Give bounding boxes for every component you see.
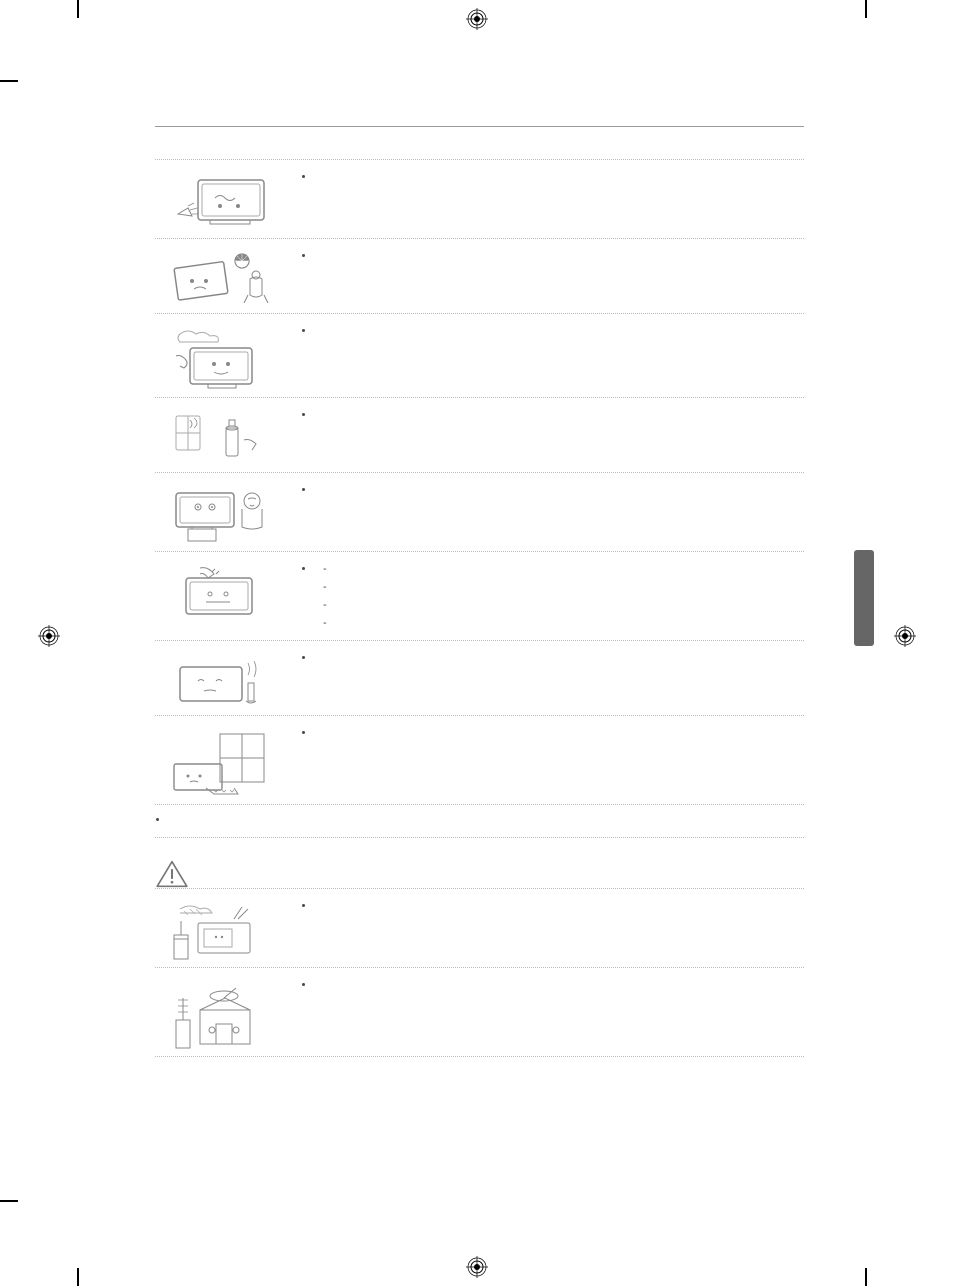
warning-row bbox=[155, 238, 804, 313]
cautions-list bbox=[155, 888, 804, 1057]
illustration-antenna bbox=[155, 976, 285, 1050]
illustration-gas bbox=[155, 406, 285, 466]
warning-text bbox=[285, 649, 804, 709]
warning-row-full bbox=[155, 804, 804, 838]
warning-row bbox=[155, 159, 804, 238]
illustration-long-time bbox=[155, 649, 285, 709]
warning-row bbox=[155, 715, 804, 804]
caution-text bbox=[285, 976, 804, 1050]
caution-text bbox=[285, 897, 804, 961]
page-header bbox=[155, 120, 804, 127]
warning-text bbox=[285, 560, 804, 634]
illustration-drip bbox=[155, 724, 285, 798]
illustration-unplug bbox=[155, 560, 285, 634]
caution-row bbox=[155, 888, 804, 967]
illustration-storm bbox=[155, 322, 285, 391]
warning-text bbox=[285, 481, 804, 545]
caution-triangle-icon bbox=[155, 860, 189, 888]
warnings-list bbox=[155, 159, 804, 838]
caution-heading bbox=[155, 860, 804, 888]
page-content bbox=[0, 0, 954, 1286]
warning-row bbox=[155, 640, 804, 715]
warning-text bbox=[285, 322, 804, 391]
warning-row bbox=[155, 397, 804, 472]
warning-row bbox=[155, 472, 804, 551]
warning-row bbox=[155, 313, 804, 397]
warning-row bbox=[155, 551, 804, 640]
warning-text bbox=[285, 247, 804, 307]
caution-row bbox=[155, 967, 804, 1057]
warning-text bbox=[285, 724, 804, 798]
warning-text bbox=[285, 168, 804, 232]
illustration-disassemble bbox=[155, 481, 285, 545]
illustration-spray bbox=[155, 168, 285, 232]
warning-text bbox=[285, 406, 804, 466]
illustration-radio bbox=[155, 897, 285, 961]
illustration-impact bbox=[155, 247, 285, 307]
